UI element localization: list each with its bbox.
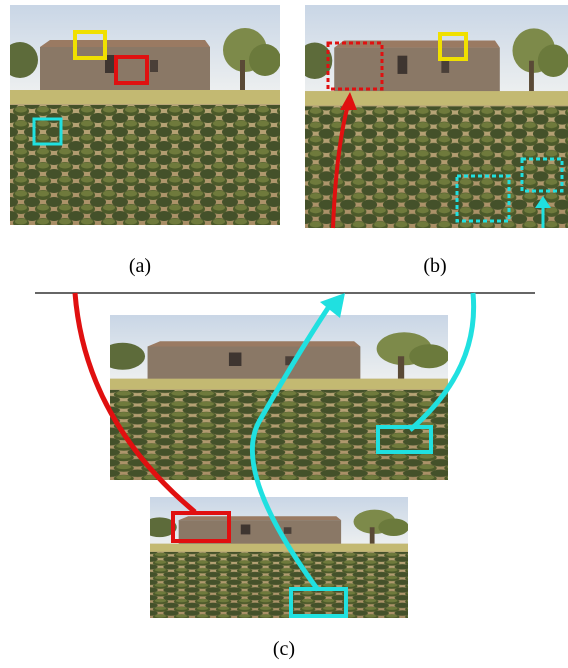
photo-a — [2, 5, 281, 225]
caption-b: (b) — [423, 255, 446, 277]
caption-c: (c) — [273, 638, 295, 660]
photo-c-small — [142, 497, 409, 618]
figure: (a) (b) (c) — [0, 0, 568, 668]
caption-a: (a) — [129, 255, 151, 277]
photo-b — [297, 5, 568, 228]
